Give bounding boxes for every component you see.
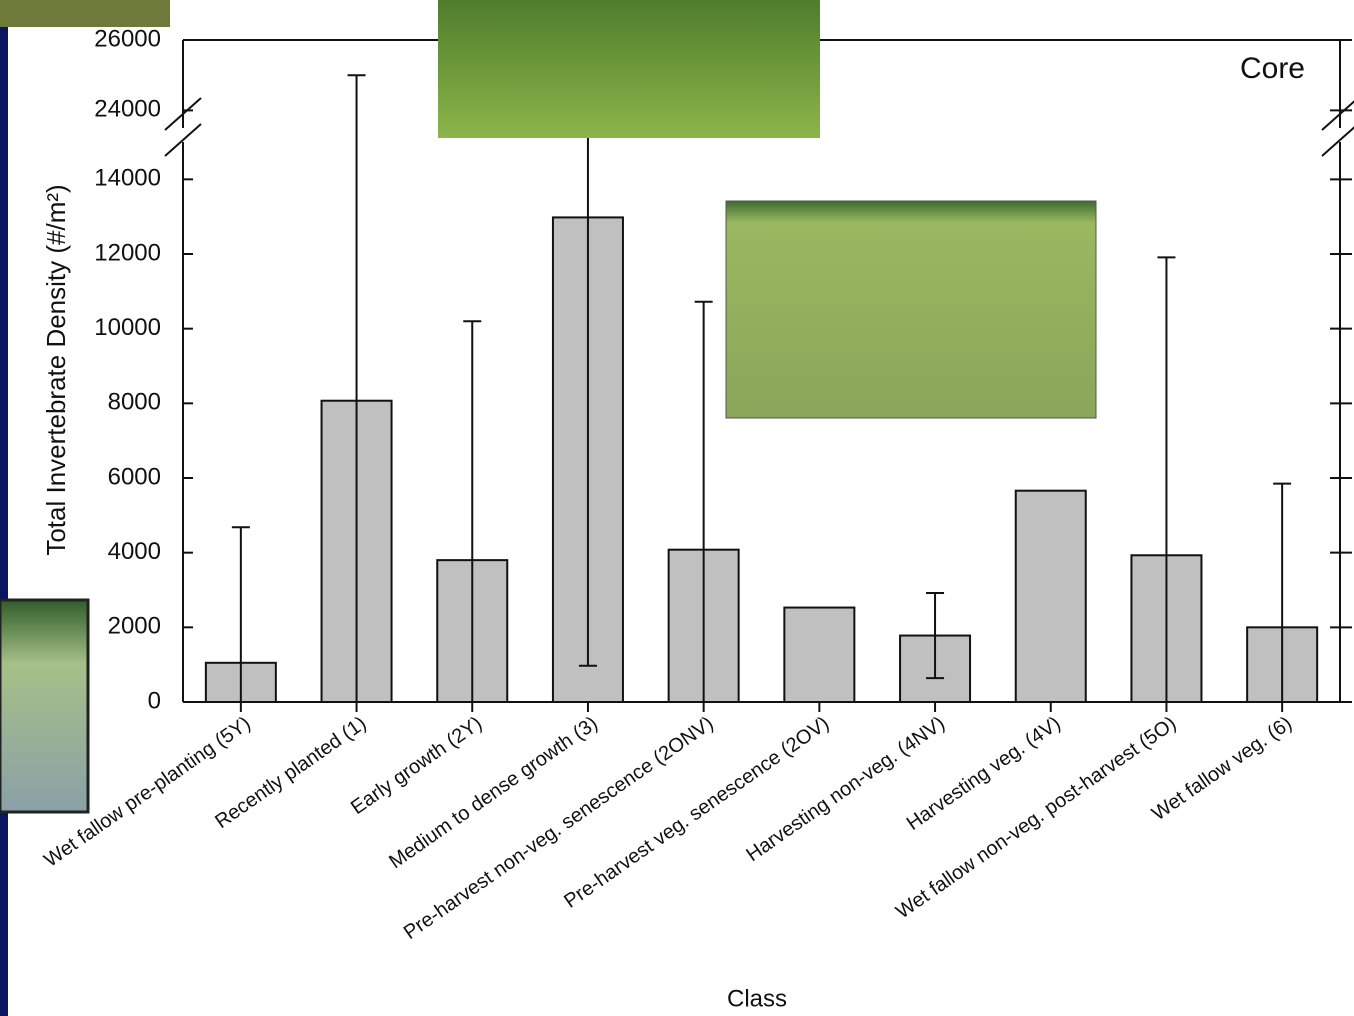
y-tick-label: 4000 <box>108 538 161 565</box>
y-tick-label: 2000 <box>108 613 161 640</box>
photo <box>438 0 820 138</box>
y-tick-label: 6000 <box>108 463 161 490</box>
y-tick-label: 14000 <box>94 165 161 192</box>
photo <box>0 600 88 812</box>
frame-edge <box>0 0 8 1016</box>
photo <box>0 0 170 27</box>
axis-break <box>1322 98 1354 130</box>
y-tick-label: 12000 <box>94 239 161 266</box>
bar <box>1016 491 1086 702</box>
y-tick-label: 26000 <box>94 25 161 52</box>
y-tick-label: 10000 <box>94 314 161 341</box>
bar <box>784 608 854 702</box>
y-tick-label: 0 <box>148 687 161 714</box>
y-axis-title: Total Invertebrate Density (#/m²) <box>41 184 71 555</box>
axis-break <box>1322 124 1354 156</box>
y-tick-label: 24000 <box>94 96 161 123</box>
x-tick-label: Harvesting non-veg. (4NV) <box>742 712 949 866</box>
annotation: Core <box>1240 52 1305 85</box>
photo <box>726 201 1096 418</box>
x-axis-title: Class <box>727 985 787 1012</box>
chart: 0 2000 4000 6000 8000 10000 12000 14000 24000 260… <box>0 0 1354 1016</box>
x-tick-label: Medium to dense growth (3) <box>385 712 602 873</box>
y-tick-label: 8000 <box>108 389 161 416</box>
